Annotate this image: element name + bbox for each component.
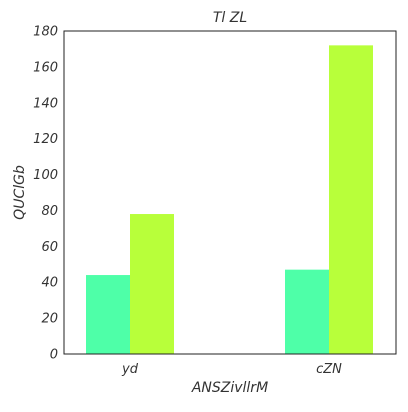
x-axis-label: ANSZivllrM [191, 380, 268, 396]
chart-title: Tl ZL [213, 10, 247, 26]
bar-series-2-cZN [329, 45, 373, 354]
plot-frame [63, 30, 397, 355]
y-tick-label: 60 [41, 240, 58, 255]
y-tick-label: 120 [33, 132, 58, 147]
y-tick-label: 0 [50, 348, 58, 363]
bars-layer [86, 45, 373, 354]
ticks-layer: 0 20 40 60 80 100 120 140 160 180 yd cZN [33, 25, 342, 378]
x-tick-label: cZN [316, 362, 342, 377]
y-tick-label: 20 [41, 312, 58, 327]
bar-series-1-cZN [285, 269, 329, 354]
bar-series-2-yd [130, 214, 174, 354]
bar-series-1-yd [86, 275, 130, 354]
y-tick-label: 40 [41, 276, 58, 291]
x-tick-label: yd [121, 362, 139, 377]
y-tick-label: 80 [41, 204, 58, 219]
y-axis-label: QUClGb [12, 165, 28, 220]
y-tick-label: 180 [33, 25, 58, 40]
y-tick-label: 100 [33, 168, 58, 183]
y-tick-label: 140 [33, 96, 58, 111]
y-tick-label: 160 [33, 60, 58, 75]
